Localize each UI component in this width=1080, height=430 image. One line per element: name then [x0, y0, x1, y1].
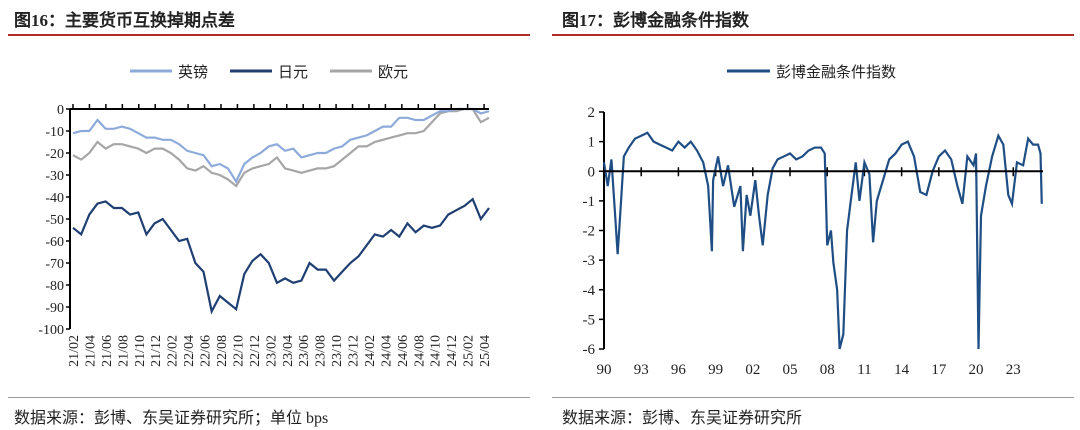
x-tick-label: 23/10	[330, 335, 345, 367]
x-tick-label: 02	[745, 362, 760, 378]
x-tick-label: 23	[1006, 362, 1021, 378]
y-tick-label: -1	[583, 194, 596, 210]
right-chart-title: 图17：彭博金融条件指数	[562, 11, 749, 30]
y-tick-label: 0	[588, 164, 596, 180]
x-tick-label: 25/04	[478, 335, 493, 367]
x-tick-label: 24/04	[379, 335, 394, 367]
y-tick-label: 2	[588, 105, 596, 121]
y-tick-label: -30	[45, 169, 64, 184]
x-tick-label: 25/02	[462, 335, 477, 367]
right-title-divider	[552, 34, 1074, 36]
x-tick-label: 23/02	[264, 335, 279, 367]
x-tick-label: 23/06	[297, 335, 312, 367]
y-tick-label: -40	[45, 191, 64, 206]
y-tick-label: -60	[45, 235, 64, 250]
legend-label: 彭博金融条件指数	[776, 64, 896, 81]
x-tick-label: 11	[857, 362, 871, 378]
x-tick-label: 05	[783, 362, 798, 378]
y-tick-label: -100	[38, 323, 64, 338]
x-tick-label: 22/10	[231, 335, 246, 367]
x-tick-label: 24/02	[363, 335, 378, 367]
x-tick-label: 22/08	[215, 335, 230, 367]
x-tick-label: 20	[969, 362, 984, 378]
y-tick-label: 1	[588, 135, 596, 151]
x-tick-label: 93	[634, 362, 649, 378]
left-chart-title: 图16：主要货币互换掉期点差	[14, 11, 235, 30]
x-tick-label: 24/06	[396, 335, 411, 367]
y-tick-label: -4	[583, 283, 596, 299]
x-tick-label: 21/02	[67, 335, 82, 367]
left-source-divider	[8, 397, 530, 398]
x-tick-label: 23/04	[281, 335, 296, 367]
y-tick-label: -2	[583, 224, 596, 240]
y-tick-label: -20	[45, 147, 64, 162]
x-tick-label: 22/06	[199, 335, 214, 367]
series-line-日元	[72, 197, 490, 315]
x-tick-label: 21/08	[116, 335, 131, 367]
y-tick-label: 0	[57, 103, 64, 118]
y-tick-label: -3	[583, 253, 596, 269]
x-tick-label: 23/08	[314, 335, 329, 367]
x-tick-label: 90	[597, 362, 612, 378]
x-tick-label: 21/04	[83, 335, 98, 367]
x-tick-label: 96	[671, 362, 687, 378]
right-source-divider	[552, 397, 1074, 398]
y-tick-label: -80	[45, 279, 64, 294]
y-tick-label: -90	[45, 301, 64, 316]
y-tick-label: -5	[583, 312, 596, 328]
x-tick-label: 21/12	[149, 335, 164, 367]
y-tick-label: -50	[45, 213, 64, 228]
y-tick-label: -70	[45, 257, 64, 272]
series-line-fci	[602, 131, 1043, 350]
x-tick-label: 22/02	[166, 335, 181, 367]
series-line-英镑	[72, 107, 490, 184]
right-source-note: 数据来源：彭博、东吴证券研究所	[562, 410, 803, 427]
x-tick-label: 21/10	[133, 335, 148, 367]
x-tick-label: 22/04	[182, 335, 197, 367]
x-tick-label: 21/06	[100, 335, 115, 367]
x-tick-label: 99	[708, 362, 723, 378]
x-tick-label: 17	[931, 362, 947, 378]
y-tick-label: -10	[45, 125, 64, 140]
series-line-欧元	[72, 107, 490, 188]
legend-label: 日元	[278, 65, 308, 81]
x-tick-label: 22/12	[248, 335, 263, 367]
legend-label: 欧元	[378, 64, 408, 81]
x-tick-label: 08	[820, 362, 835, 378]
x-tick-label: 24/12	[445, 335, 460, 367]
y-tick-label: -6	[583, 342, 596, 358]
left-source-note: 数据来源：彭博、东吴证券研究所；单位 bps	[14, 410, 329, 427]
x-tick-label: 24/08	[412, 335, 427, 367]
x-tick-label: 23/12	[347, 335, 362, 367]
x-tick-label: 24/10	[429, 335, 444, 367]
left-title-divider	[8, 34, 530, 36]
legend-label: 英镑	[178, 63, 208, 81]
x-tick-label: 14	[894, 362, 910, 378]
